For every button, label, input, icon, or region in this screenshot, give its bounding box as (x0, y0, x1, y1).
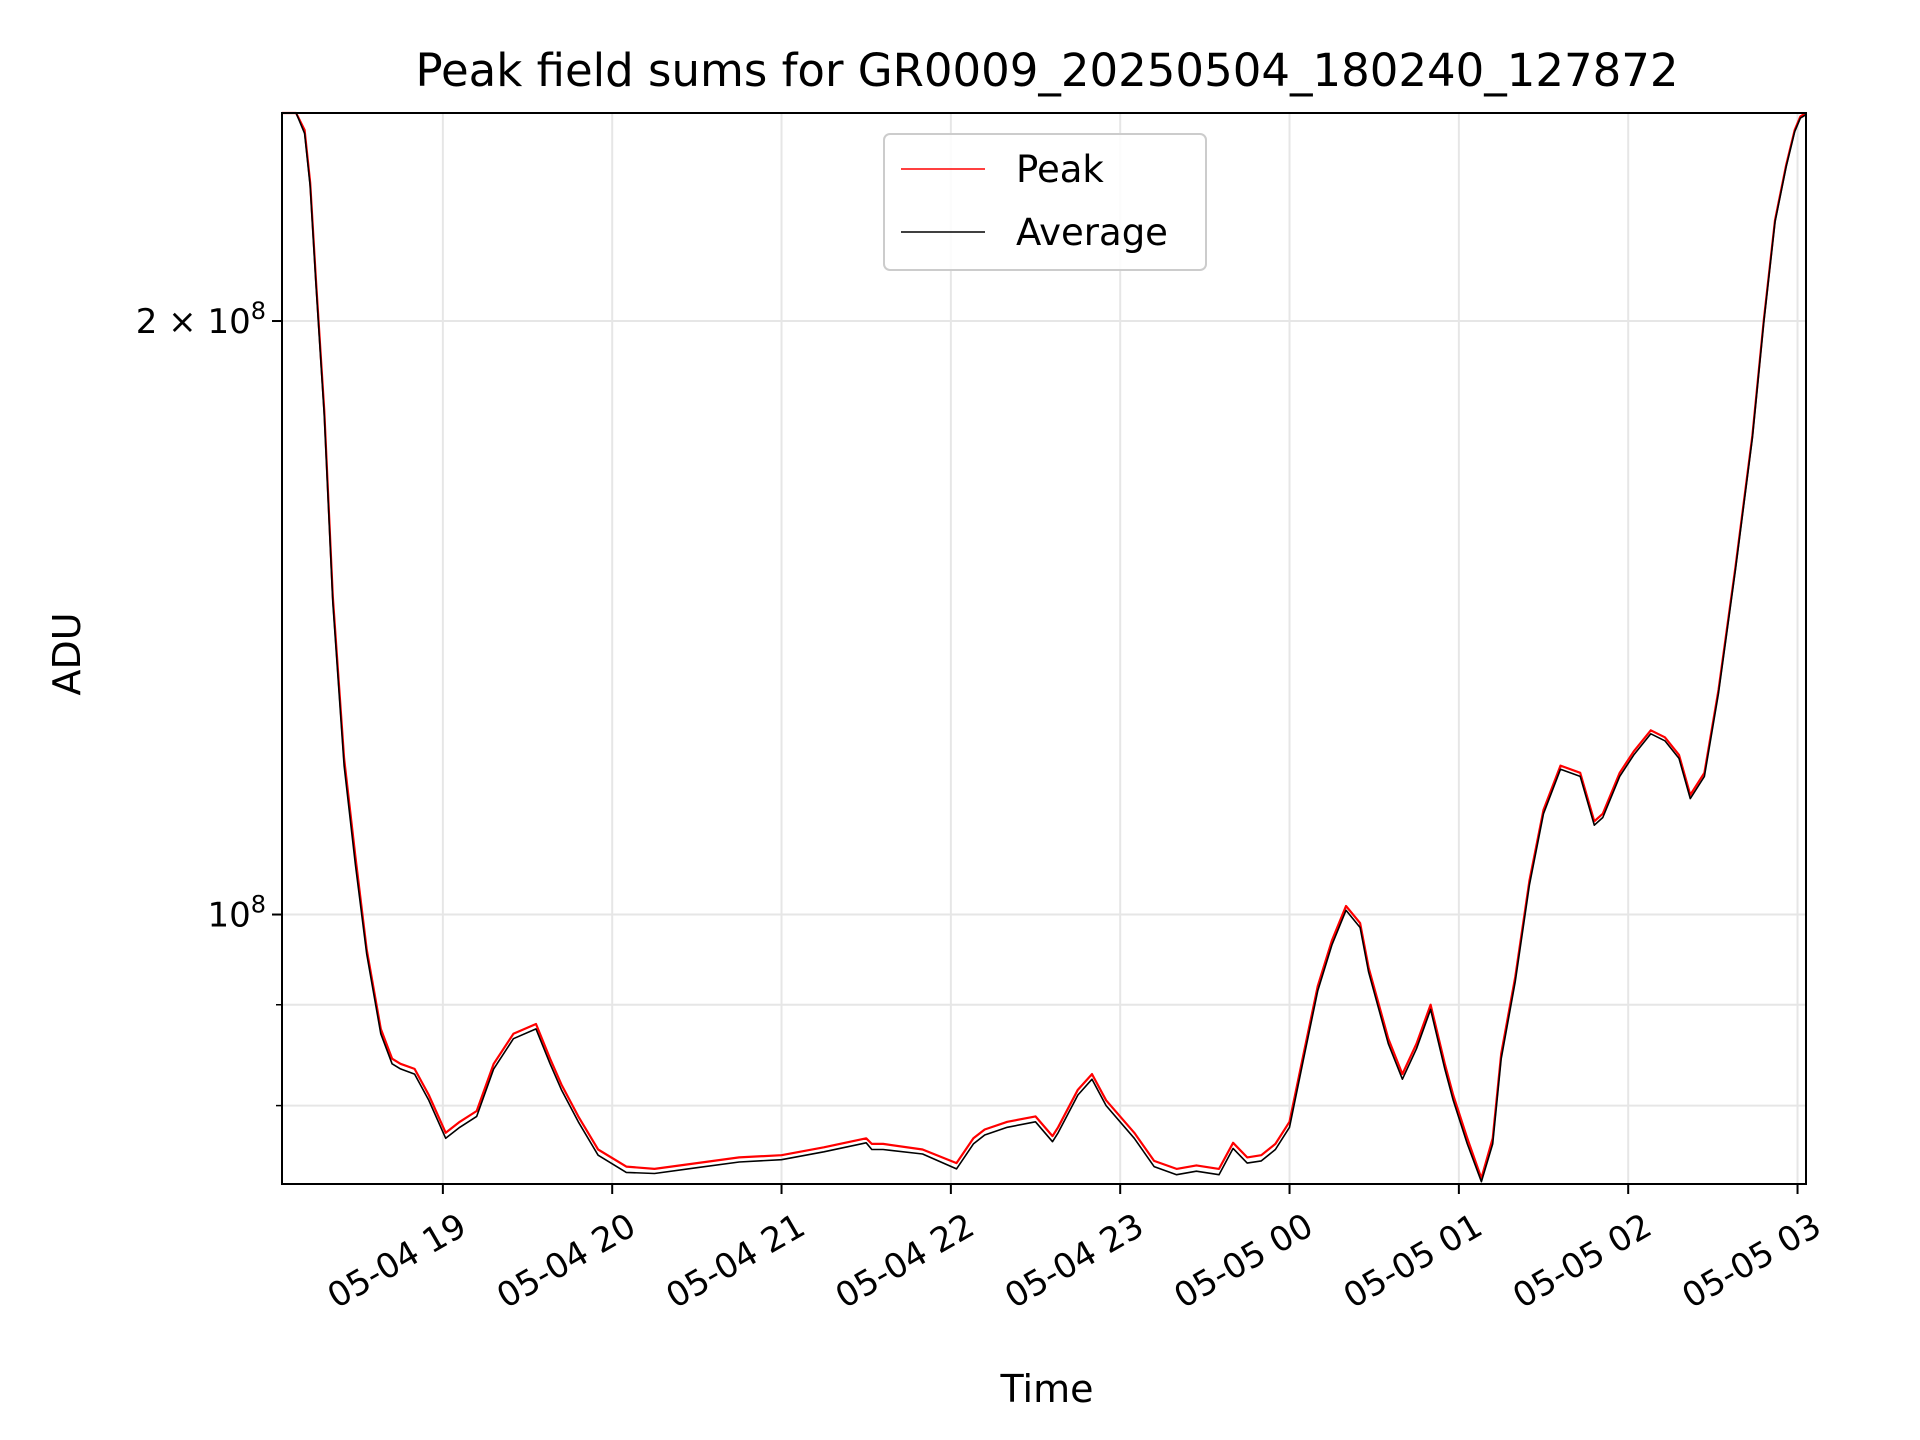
chart-title: Peak field sums for GR0009_20250504_1802… (415, 44, 1678, 97)
y-tick-exponent: 8 (251, 891, 266, 919)
x-axis-title: Time (1000, 1367, 1094, 1411)
legend: Peak Average (883, 133, 1207, 271)
series-layer (282, 111, 1807, 1183)
legend-peak-label: Peak (1016, 148, 1104, 191)
series-line-peak (282, 111, 1807, 1180)
legend-box (883, 133, 1207, 271)
y-tick-mantissa: 10 (207, 896, 250, 936)
grid-layer (282, 113, 1806, 1184)
y-tick-exponent: 8 (251, 297, 266, 325)
legend-average-label: Average (1016, 211, 1168, 254)
plot-frame (281, 112, 1807, 1185)
series-line-average (282, 112, 1807, 1183)
y-axis-title: ADU (45, 612, 89, 695)
y-tick-label: 2 × 108 (136, 297, 266, 342)
y-tick-mantissa: 2 × 10 (136, 302, 251, 342)
y-tick-label: 108 (207, 891, 266, 936)
